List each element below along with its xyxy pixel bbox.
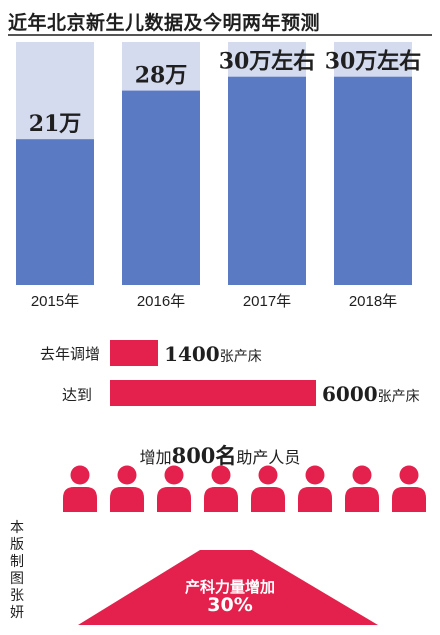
- year-label-2: 2016年: [137, 293, 185, 310]
- bar-4: [334, 76, 412, 285]
- bar-3: [228, 76, 306, 285]
- year-label-3: 2017年: [243, 293, 291, 310]
- person-icon: [157, 465, 191, 512]
- beds-row-label-2: 达到: [62, 386, 93, 404]
- beds-value-1: 1400张产床: [164, 342, 262, 366]
- year-label-1: 2015年: [31, 293, 79, 310]
- beds-value-2: 6000张产床: [322, 382, 420, 406]
- bar-value-label-1: 21万: [29, 111, 82, 137]
- capacity-arrow: [78, 550, 378, 625]
- staff-icons: [63, 465, 426, 512]
- newborn-bar-chart: 21万 2015年 28万 2016年 30万左右 2017年 30万左右 2018年: [16, 42, 422, 310]
- capacity-label: 产科力量增加: [184, 578, 275, 596]
- bar-value-label-2: 28万: [135, 63, 188, 89]
- person-icon: [63, 465, 97, 512]
- person-icon: [204, 465, 238, 512]
- person-icon: [251, 465, 285, 512]
- person-icon: [392, 465, 426, 512]
- staff-increase-text: 增加800名助产人员: [139, 443, 301, 468]
- title-divider: [8, 34, 432, 36]
- person-icon: [110, 465, 144, 512]
- year-label-4: 2018年: [349, 293, 397, 310]
- bar-1: [16, 139, 94, 285]
- person-icon: [298, 465, 332, 512]
- capacity-value: 30%: [207, 594, 253, 616]
- bar-2: [122, 90, 200, 285]
- chart-title: 近年北京新生儿数据及今明两年预测: [8, 12, 321, 34]
- beds-bar-2: [110, 380, 316, 406]
- beds-row-label-1: 去年调增: [40, 345, 101, 363]
- bar-value-label-3: 30万左右: [219, 49, 316, 75]
- beds-bar-1: [110, 340, 159, 366]
- credit-text: 本版制图张妍: [10, 520, 24, 621]
- person-icon: [345, 465, 379, 512]
- bar-value-label-4: 30万左右: [325, 49, 422, 75]
